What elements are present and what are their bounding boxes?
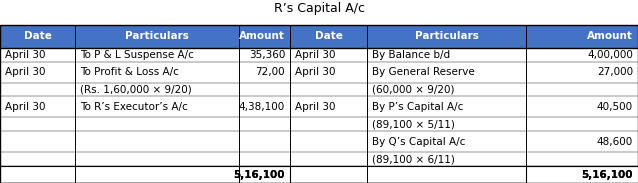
Text: Amount: Amount [239,31,285,41]
Bar [75,117,239,131]
Text: By Balance b/d: By Balance b/d [372,50,450,60]
Bar [0,61,75,83]
Bar [367,96,526,117]
Bar [239,166,290,183]
Bar [290,152,367,166]
Bar [0,25,638,183]
Text: 40,500: 40,500 [597,102,633,112]
Text: 5,16,100: 5,16,100 [234,170,285,180]
Text: By P’s Capital A/c: By P’s Capital A/c [372,102,463,112]
Bar [367,25,526,48]
Bar [0,96,75,117]
Text: 27,000: 27,000 [597,67,633,77]
Text: (60,000 × 9/20): (60,000 × 9/20) [372,85,454,94]
Bar [0,131,75,152]
Text: 35,360: 35,360 [249,50,285,60]
Bar [75,131,239,152]
Bar [290,61,367,83]
Bar [75,166,239,183]
Bar [290,25,367,48]
Bar [526,83,638,96]
Bar [0,152,75,166]
Text: 72,00: 72,00 [256,67,285,77]
Text: Particulars: Particulars [415,31,478,41]
Bar [367,48,526,61]
Bar [526,61,638,83]
Bar [367,131,526,152]
Bar [526,25,638,48]
Bar [526,131,638,152]
Bar [290,166,367,183]
Text: Date: Date [315,31,343,41]
Text: April 30: April 30 [5,50,45,60]
Text: To P & L Suspense A/c: To P & L Suspense A/c [80,50,194,60]
Text: By General Reserve: By General Reserve [372,67,475,77]
Bar [75,61,239,83]
Bar [526,48,638,61]
Bar [0,25,75,48]
Text: Date: Date [24,31,52,41]
Bar [367,152,526,166]
Text: April 30: April 30 [295,50,336,60]
Bar [526,166,638,183]
Bar [0,117,75,131]
Bar [290,131,367,152]
Bar [239,152,290,166]
Bar [75,83,239,96]
Text: 5,16,100: 5,16,100 [581,170,633,180]
Text: Amount: Amount [587,31,633,41]
Bar [75,96,239,117]
Bar [290,117,367,131]
Text: April 30: April 30 [5,102,45,112]
Bar [239,96,290,117]
Bar [526,152,638,166]
Bar [75,25,239,48]
Bar [290,48,367,61]
Bar [239,166,290,183]
Bar [367,83,526,96]
Text: To Profit & Loss A/c: To Profit & Loss A/c [80,67,179,77]
Text: 5,16,100: 5,16,100 [234,170,285,180]
Text: Particulars: Particulars [125,31,189,41]
Bar [367,166,526,183]
Text: By Q’s Capital A/c: By Q’s Capital A/c [372,137,465,147]
Bar [367,117,526,131]
Text: April 30: April 30 [295,102,336,112]
Bar [367,61,526,83]
Bar [239,117,290,131]
Text: 48,600: 48,600 [597,137,633,147]
Text: (89,100 × 5/11): (89,100 × 5/11) [372,119,455,129]
Text: To R’s Executor’s A/c: To R’s Executor’s A/c [80,102,188,112]
Bar [526,166,638,183]
Text: April 30: April 30 [295,67,336,77]
Bar [239,48,290,61]
Text: R’s Capital A/c: R’s Capital A/c [274,2,364,15]
Text: (Rs. 1,60,000 × 9/20): (Rs. 1,60,000 × 9/20) [80,85,192,94]
Text: 4,00,000: 4,00,000 [587,50,633,60]
Bar [290,96,367,117]
Bar [239,83,290,96]
Bar [526,117,638,131]
Bar [0,83,75,96]
Bar [0,48,75,61]
Bar [239,25,290,48]
Text: April 30: April 30 [5,67,45,77]
Text: (89,100 × 6/11): (89,100 × 6/11) [372,154,455,164]
Bar [239,131,290,152]
Bar [0,166,75,183]
Bar [239,61,290,83]
Bar [526,96,638,117]
Bar [75,152,239,166]
Bar [75,48,239,61]
Text: 5,16,100: 5,16,100 [581,170,633,180]
Text: 4,38,100: 4,38,100 [239,102,285,112]
Bar [290,83,367,96]
